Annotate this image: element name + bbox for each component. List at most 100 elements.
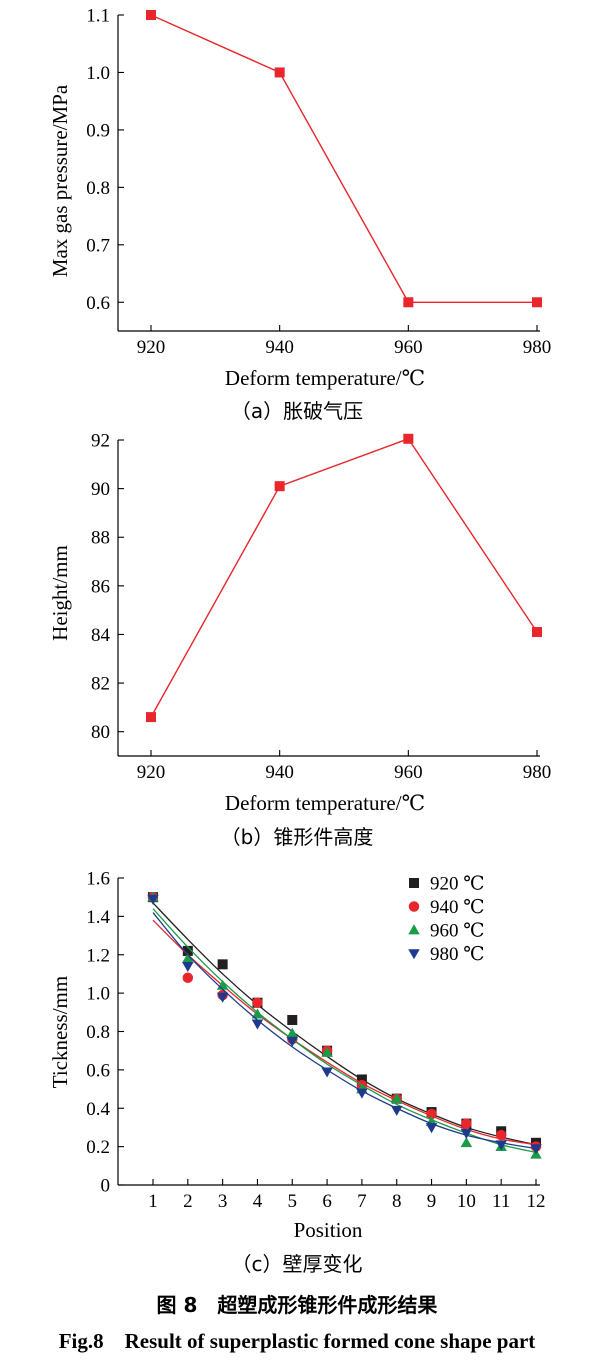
figure-caption-en: Fig.8 Result of superplastic formed cone… xyxy=(59,1329,536,1353)
legend-label: 920 ℃ xyxy=(430,874,485,895)
data-point xyxy=(403,297,414,308)
data-point xyxy=(403,433,414,444)
chart-c-caption: （c）壁厚变化 xyxy=(232,1252,363,1276)
legend-label: 980 ℃ xyxy=(430,944,485,965)
data-point xyxy=(217,959,228,970)
y-tick-label: 90 xyxy=(91,479,110,500)
x-tick-label: 920 xyxy=(137,337,166,358)
x-tick-label: 940 xyxy=(265,337,294,358)
data-point xyxy=(356,1088,368,1099)
x-tick-label: 2 xyxy=(183,1191,193,1212)
data-point xyxy=(461,1118,472,1129)
y-tick-label: 0.2 xyxy=(86,1137,110,1158)
y-tick-label: 0.8 xyxy=(86,1022,110,1043)
legend-marker xyxy=(408,949,420,960)
chart-a-ylabel: Max gas pressure/MPa xyxy=(48,84,72,277)
data-point xyxy=(390,1105,403,1116)
data-point xyxy=(182,972,194,984)
chart-a-xlabel: Deform temperature/℃ xyxy=(225,366,425,390)
data-point xyxy=(426,1108,437,1120)
y-tick-label: 0.6 xyxy=(86,293,110,314)
data-point xyxy=(532,297,542,308)
data-point xyxy=(530,1144,542,1155)
figure-caption-cn: 图 8 超塑成形锥形件成形结果 xyxy=(157,1293,438,1317)
fit-curve xyxy=(152,912,537,1150)
data-point xyxy=(495,1129,507,1141)
y-tick-label: 1.1 xyxy=(86,6,110,27)
chart-b-xlabel: Deform temperature/℃ xyxy=(225,791,425,815)
data-point xyxy=(146,10,156,20)
data-point xyxy=(251,1019,264,1030)
y-tick-label: 88 xyxy=(91,528,110,549)
y-tick-label: 1.6 xyxy=(86,869,110,890)
y-tick-label: 1.0 xyxy=(86,984,110,1005)
data-point xyxy=(460,1128,473,1139)
x-tick-label: 980 xyxy=(523,762,552,783)
data-point xyxy=(216,992,229,1003)
y-tick-label: 0.9 xyxy=(86,120,110,141)
data-point xyxy=(321,1067,333,1078)
y-tick-label: 80 xyxy=(91,722,110,743)
x-tick-label: 5 xyxy=(288,1191,298,1212)
y-tick-label: 1.0 xyxy=(86,63,110,84)
x-tick-label: 940 xyxy=(265,762,294,783)
x-tick-label: 980 xyxy=(523,337,552,358)
y-tick-label: 0.6 xyxy=(86,1060,110,1081)
x-tick-label: 960 xyxy=(394,337,423,358)
y-tick-label: 92 xyxy=(91,431,110,452)
series-line xyxy=(150,14,537,303)
legend-marker xyxy=(409,878,419,888)
y-tick-label: 84 xyxy=(91,625,111,646)
y-tick-label: 1.4 xyxy=(86,907,110,928)
y-tick-label: 0.7 xyxy=(86,235,110,256)
data-point xyxy=(390,1092,403,1103)
data-point xyxy=(425,1123,438,1134)
legend-label: 960 ℃ xyxy=(430,921,485,942)
x-tick-label: 960 xyxy=(394,762,423,783)
data-point xyxy=(252,997,263,1008)
chart-a: Max gas pressure/MPa Deform temperature/… xyxy=(48,6,551,424)
fit-curve xyxy=(152,908,537,1154)
chart-a-caption: （a）胀破气压 xyxy=(231,399,363,423)
data-point xyxy=(274,481,285,492)
data-point xyxy=(182,952,194,963)
x-tick-label: 920 xyxy=(137,762,166,783)
chart-b-caption: （b）锥形件高度 xyxy=(221,825,374,849)
data-point xyxy=(532,627,542,638)
data-point xyxy=(495,1140,507,1151)
legend-label: 940 ℃ xyxy=(430,897,485,918)
data-point xyxy=(182,961,194,973)
data-point xyxy=(274,67,285,78)
data-point xyxy=(146,712,156,723)
data-point xyxy=(356,1074,367,1085)
y-tick-label: 0.4 xyxy=(86,1099,110,1120)
x-tick-label: 6 xyxy=(322,1191,332,1212)
x-tick-label: 8 xyxy=(392,1191,402,1212)
x-tick-label: 4 xyxy=(253,1191,263,1212)
data-point xyxy=(182,945,193,956)
data-point xyxy=(251,1008,264,1019)
y-tick-label: 86 xyxy=(91,576,110,597)
series-line xyxy=(150,437,538,718)
y-tick-label: 82 xyxy=(91,674,110,695)
x-tick-label: 12 xyxy=(527,1191,546,1212)
x-tick-label: 11 xyxy=(492,1191,510,1212)
y-tick-label: 1.2 xyxy=(86,945,110,966)
x-tick-label: 9 xyxy=(427,1191,437,1212)
data-point xyxy=(460,1137,473,1148)
data-point xyxy=(286,1027,299,1038)
x-tick-label: 10 xyxy=(457,1191,476,1212)
legend-marker xyxy=(408,924,420,935)
chart-b: Height/mm Deform temperature/℃ （b）锥形件高度 … xyxy=(48,431,551,850)
y-tick-label: 0 xyxy=(101,1176,111,1197)
x-tick-label: 7 xyxy=(357,1191,367,1212)
y-tick-label: 0.8 xyxy=(86,178,110,199)
legend-marker xyxy=(408,901,420,912)
data-point xyxy=(286,1036,299,1047)
chart-b-ylabel: Height/mm xyxy=(48,545,72,641)
chart-c-ylabel: Tickness/mm xyxy=(48,976,72,1088)
chart-c-xlabel: Position xyxy=(294,1218,363,1242)
